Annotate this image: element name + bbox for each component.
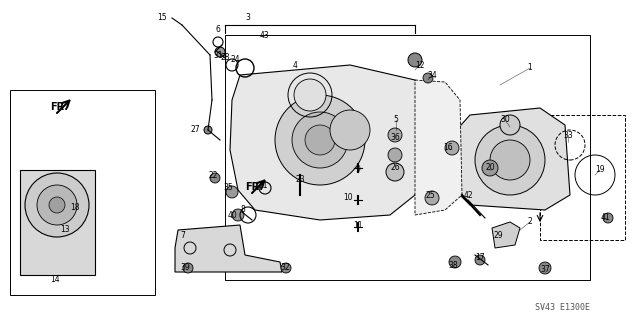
Circle shape [449,256,461,268]
Circle shape [215,47,225,57]
Text: 12: 12 [415,61,425,70]
Text: 1: 1 [527,63,532,72]
Circle shape [204,126,212,134]
Polygon shape [415,80,462,215]
Text: 21: 21 [259,181,268,189]
Text: 11: 11 [353,220,363,229]
Text: 35: 35 [223,183,233,192]
Circle shape [37,185,77,225]
Text: 43: 43 [260,31,270,40]
Text: 17: 17 [475,254,485,263]
Text: 29: 29 [493,231,503,240]
Circle shape [388,148,402,162]
Text: 9: 9 [356,166,360,174]
Text: 34: 34 [427,70,437,79]
Text: 20: 20 [485,164,495,173]
Text: FR.: FR. [245,182,263,192]
Circle shape [475,255,485,265]
Circle shape [292,112,348,168]
Polygon shape [452,108,570,210]
Text: 7: 7 [180,231,186,240]
Circle shape [210,173,220,183]
Text: 15: 15 [157,13,167,23]
Text: 38: 38 [448,261,458,270]
Text: 25: 25 [425,190,435,199]
Text: 13: 13 [60,226,70,234]
Circle shape [475,125,545,195]
Circle shape [25,173,89,237]
Circle shape [232,209,244,221]
Circle shape [482,160,498,176]
Text: 41: 41 [600,213,610,222]
Circle shape [388,128,402,142]
Text: 33: 33 [563,130,573,139]
Circle shape [226,186,238,198]
Circle shape [330,110,370,150]
Text: SV43 E1300E: SV43 E1300E [535,303,590,313]
Text: 42: 42 [463,190,473,199]
Text: 30: 30 [500,115,510,124]
Circle shape [423,73,433,83]
Circle shape [539,262,551,274]
Text: 2: 2 [527,218,532,226]
Text: 32: 32 [280,263,290,272]
Circle shape [386,163,404,181]
Polygon shape [175,225,282,272]
Polygon shape [20,170,95,275]
Text: 16: 16 [443,144,453,152]
Circle shape [490,140,530,180]
Text: 19: 19 [595,166,605,174]
Text: 6: 6 [216,26,220,34]
Circle shape [183,263,193,273]
Text: 39: 39 [180,263,190,272]
Text: 40: 40 [227,211,237,219]
Circle shape [500,115,520,135]
Polygon shape [230,65,430,220]
Text: 4: 4 [292,61,298,70]
Text: 10: 10 [343,194,353,203]
Text: 27: 27 [190,125,200,135]
Text: 3: 3 [246,13,250,23]
Text: 18: 18 [70,204,80,212]
Text: 37: 37 [540,265,550,275]
Text: 14: 14 [50,276,60,285]
Text: 24: 24 [230,56,240,64]
Circle shape [275,95,365,185]
Text: 5: 5 [394,115,399,124]
Text: 22: 22 [208,170,218,180]
Circle shape [305,125,335,155]
Text: 28: 28 [220,54,230,63]
Text: 36: 36 [390,133,400,143]
Text: 8: 8 [241,205,245,214]
Text: 26: 26 [390,164,400,173]
Circle shape [281,263,291,273]
Circle shape [294,79,326,111]
Circle shape [408,53,422,67]
Circle shape [445,141,459,155]
Text: 23: 23 [295,175,305,184]
Circle shape [49,197,65,213]
Text: FR.: FR. [50,102,68,112]
Text: 31: 31 [213,50,223,60]
Polygon shape [492,222,520,248]
Circle shape [425,191,439,205]
Circle shape [603,213,613,223]
